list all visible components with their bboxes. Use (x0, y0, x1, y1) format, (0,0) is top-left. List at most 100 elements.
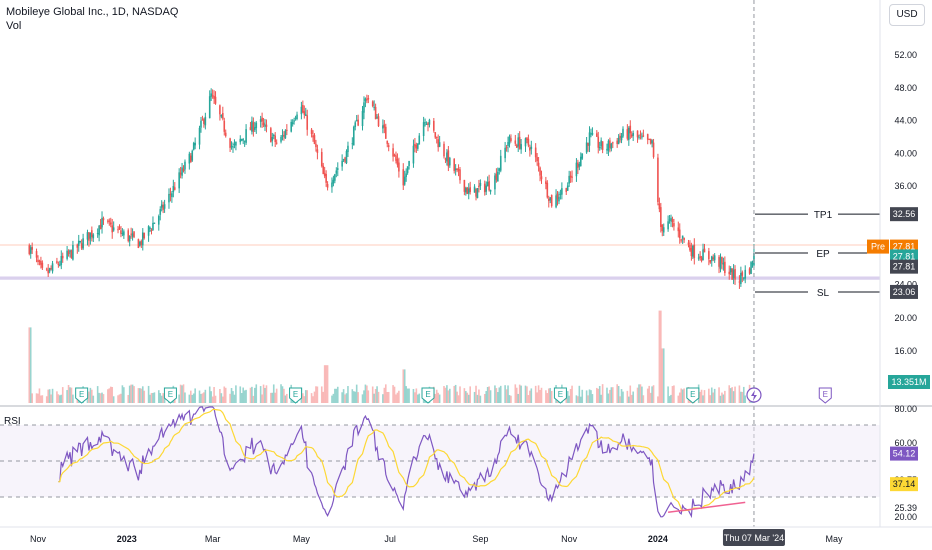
candle (133, 231, 135, 239)
candle (141, 228, 144, 251)
candle (243, 140, 246, 147)
volume-bar (219, 389, 221, 403)
candle-body (229, 138, 231, 148)
candle-body (61, 255, 64, 259)
candle-body (274, 135, 276, 143)
volume-bar (415, 388, 418, 403)
volume-bar (485, 391, 488, 403)
volume-bar (127, 394, 130, 403)
volume-bar (467, 394, 470, 403)
price-label-bg (890, 284, 918, 299)
candle (56, 257, 58, 264)
candle-body (347, 145, 349, 153)
volume-bar (568, 395, 570, 403)
candle (364, 97, 367, 108)
price-tick-label: 52.00 (894, 50, 917, 60)
volume-bar (405, 386, 407, 403)
candle-body (545, 181, 547, 184)
candle-body (722, 262, 725, 265)
candle (607, 139, 610, 156)
volume-bar (121, 385, 124, 403)
volume-bar (191, 394, 194, 403)
volume-bar (479, 395, 482, 403)
candle (88, 232, 90, 247)
candle (38, 259, 41, 266)
candle-body (86, 232, 89, 240)
candle-body (70, 250, 73, 259)
candle-body (652, 142, 655, 157)
candle (545, 176, 547, 190)
price-axis-label: 23.06 (890, 284, 918, 299)
volume-bar (387, 391, 390, 403)
candle (575, 158, 578, 182)
candle-body (612, 142, 614, 144)
candle (128, 235, 131, 247)
candle (612, 141, 614, 149)
candle (351, 137, 354, 150)
volume-bar (408, 388, 410, 403)
volume-bar (488, 386, 490, 403)
volume-bar (184, 392, 186, 403)
candle (80, 239, 83, 250)
candle (596, 130, 598, 138)
candle-body (710, 256, 713, 261)
candle (568, 170, 570, 187)
candle (67, 249, 70, 257)
volume-bar (60, 394, 63, 403)
candle (102, 216, 105, 225)
volume-bar (629, 385, 632, 403)
volume-bar (286, 393, 288, 403)
candle-body (128, 235, 131, 242)
volume-bar (274, 392, 276, 403)
candle-body (306, 115, 309, 130)
candle (57, 261, 60, 268)
candle-body (72, 244, 74, 260)
candle (606, 143, 608, 155)
time-tick-label: Sep (472, 534, 488, 544)
rsi-label-bg (890, 477, 918, 492)
candle-body (239, 138, 242, 143)
candle-body (648, 138, 650, 140)
candle-body (497, 171, 499, 182)
candle (153, 222, 156, 224)
candle-body (483, 183, 486, 193)
crosshair-date-text: Thu 07 Mar '24 (724, 533, 784, 543)
volume-bar (607, 393, 610, 403)
candle (517, 133, 520, 152)
rsi-line (58, 406, 755, 519)
volume-bar (406, 388, 409, 403)
candle (117, 225, 119, 234)
candle (724, 256, 726, 276)
candle (710, 255, 713, 267)
candle-body (577, 162, 579, 168)
candle (690, 242, 693, 261)
candle (336, 162, 339, 177)
volume-bar (245, 389, 247, 403)
candle (275, 139, 278, 145)
candle-body (293, 120, 295, 122)
candle (262, 117, 265, 128)
candle-body (536, 157, 538, 162)
candle (373, 100, 375, 111)
candle-body (728, 271, 731, 275)
candle (547, 195, 550, 208)
candle (476, 187, 479, 199)
volume-bar (660, 310, 662, 403)
volume-bar (347, 386, 349, 403)
candle (283, 131, 285, 141)
candle-body (89, 232, 92, 239)
price-axis-label: 27.81 (890, 259, 918, 274)
candle (403, 170, 406, 186)
volume-bar (112, 396, 115, 403)
earnings-marker: E (421, 387, 435, 404)
candle (303, 105, 306, 119)
volume-bar (249, 387, 252, 403)
currency-button[interactable]: USD (889, 4, 925, 26)
volume-bar (28, 327, 31, 403)
candle-body (383, 124, 386, 128)
volume-bar (456, 391, 458, 403)
volume-bar (374, 388, 377, 403)
candle (718, 254, 720, 274)
volume-tick-label: 80.00 (894, 404, 917, 414)
